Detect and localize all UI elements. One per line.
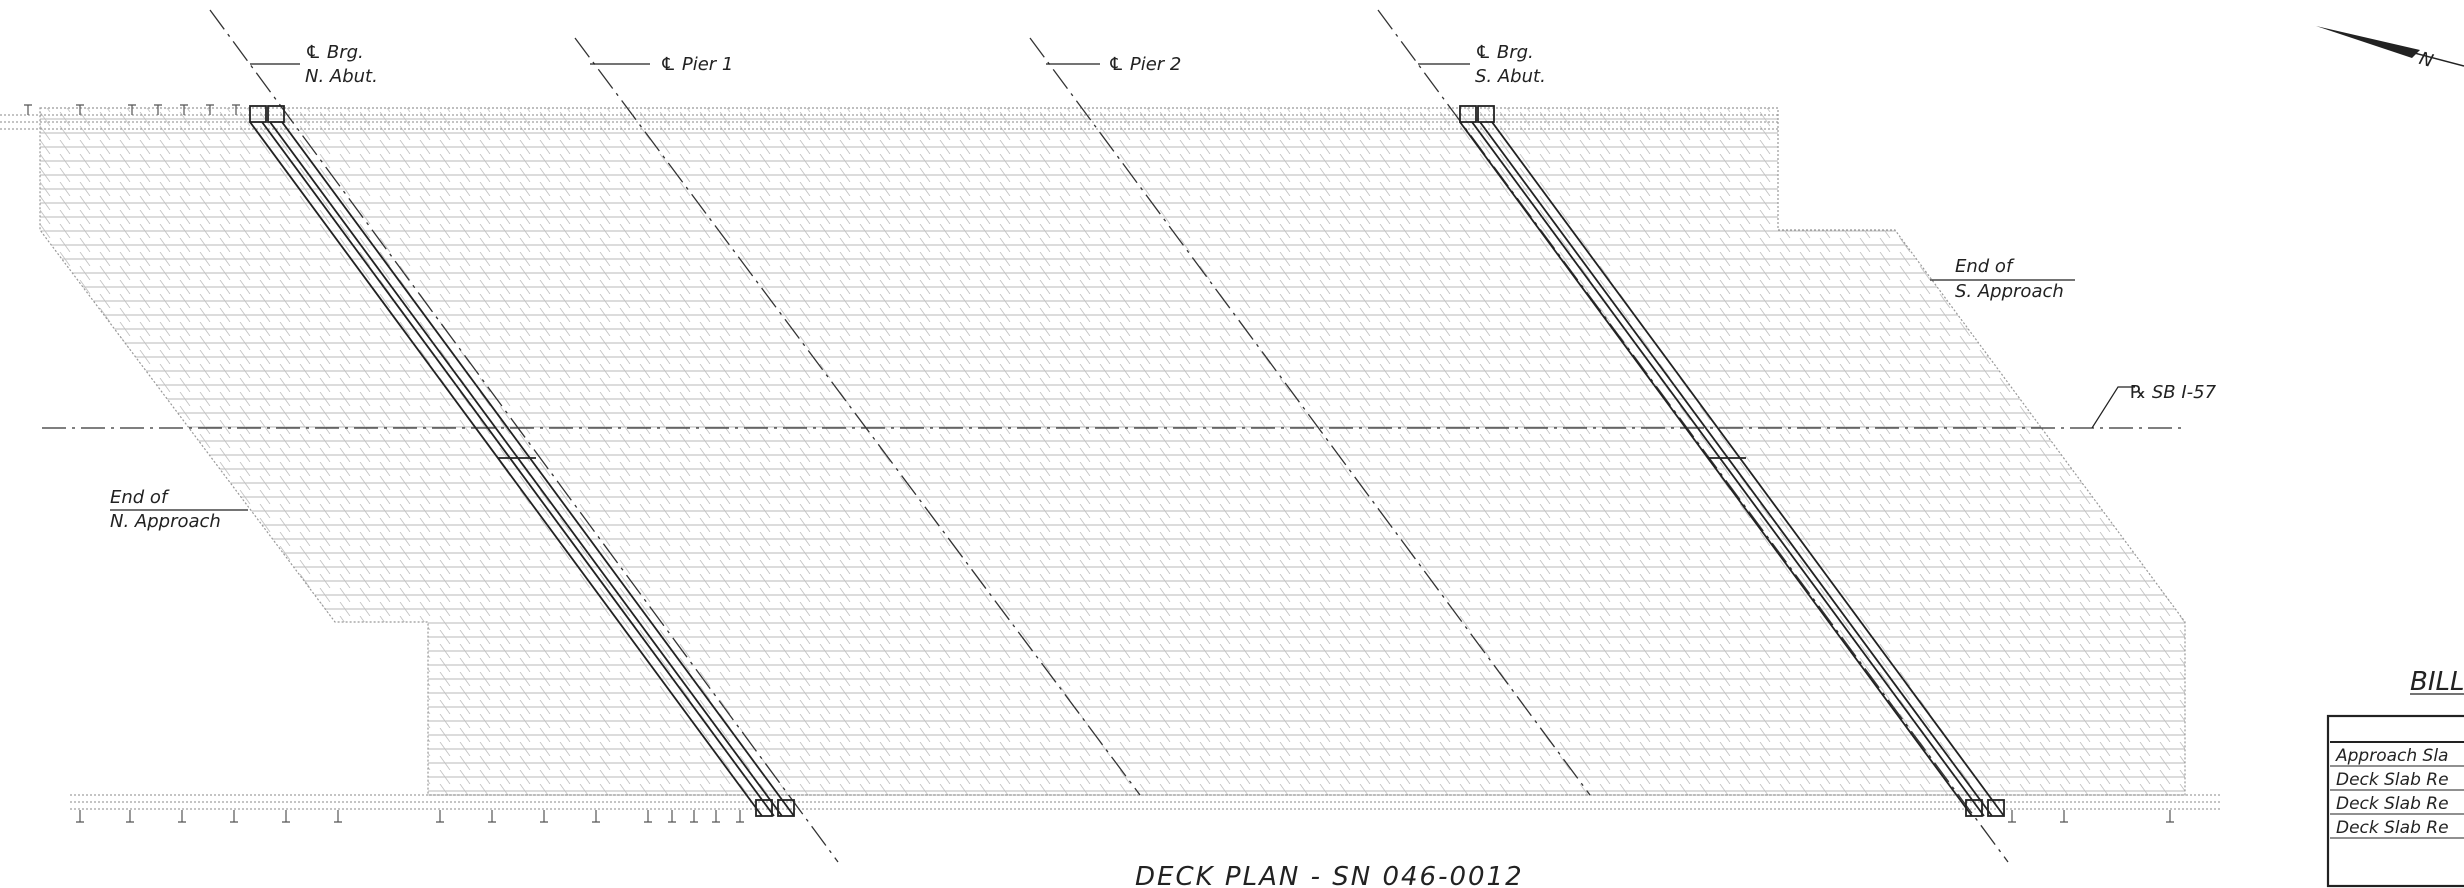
- label-end-n-approach-line2: N. Approach: [110, 511, 221, 532]
- bill-row-2: Deck Slab Re: [2336, 770, 2449, 790]
- label-brg-s-abut-line1: ℄ Brg.: [1475, 42, 1534, 63]
- label-end-s-approach-line2: S. Approach: [1955, 281, 2064, 302]
- bill-row-3: Deck Slab Re: [2336, 794, 2449, 814]
- label-brg-n-abut-line1: ℄ Brg.: [305, 42, 364, 63]
- north-abutment-joint: [249, 105, 795, 817]
- label-brg-s-abut-line2: S. Abut.: [1475, 66, 1546, 87]
- north-arrow-icon: N: [2316, 26, 2464, 72]
- bill-title: BILL: [2410, 667, 2464, 697]
- label-leaders: [110, 63, 2135, 511]
- drawing-title: DECK PLAN - SN 046-0012: [1135, 862, 1524, 888]
- bill-row-4: Deck Slab Re: [2336, 818, 2449, 838]
- label-end-s-approach-line1: End of: [1955, 256, 2015, 277]
- label-end-n-approach-line1: End of: [110, 487, 170, 508]
- label-pier-1: ℄ Pier 1: [660, 54, 733, 75]
- label-baseline-sb-i57: ℞ SB I-57: [2130, 382, 2217, 403]
- rail-post-ticks-top: [24, 104, 240, 115]
- rail-post-ticks-bottom: [76, 810, 2174, 823]
- bill-row-1: Approach Sla: [2335, 746, 2448, 766]
- south-abutment-joint: [1459, 105, 2005, 817]
- deck-slab-hatch: [39, 107, 2186, 796]
- bill-of-materials-table: BILL Approach Sla Deck Slab Re Deck Slab…: [2326, 667, 2464, 888]
- north-arrow-label: N: [2417, 48, 2436, 72]
- label-brg-n-abut-line2: N. Abut.: [305, 66, 378, 87]
- label-pier-2: ℄ Pier 2: [1108, 54, 1181, 75]
